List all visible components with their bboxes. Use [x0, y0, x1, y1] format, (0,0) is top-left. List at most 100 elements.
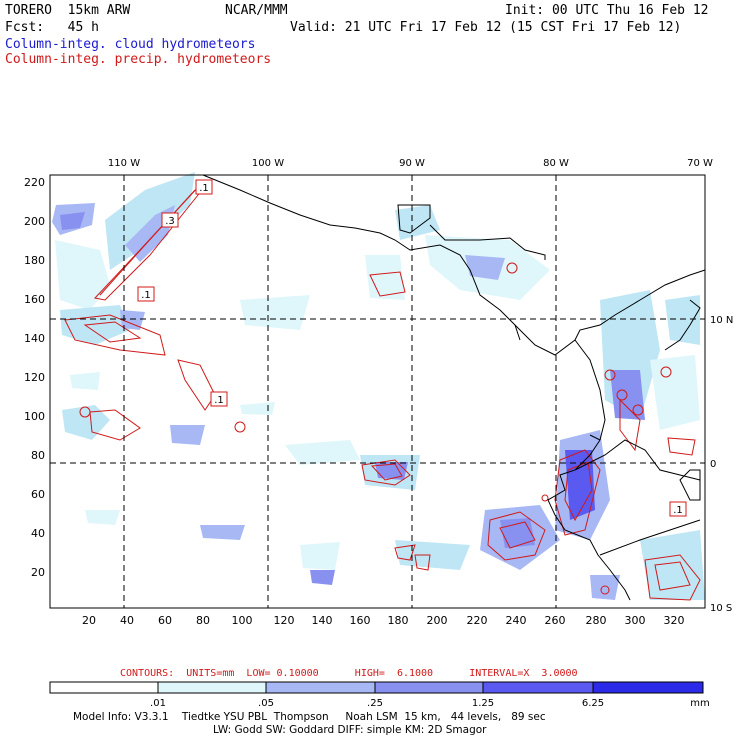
x-tick: 220: [467, 614, 488, 627]
x-tick: 80: [196, 614, 210, 627]
cloud-patch: [500, 518, 535, 548]
lon-label: 100 W: [252, 158, 284, 169]
y-tick: 20: [31, 566, 45, 579]
x-tick: 200: [427, 614, 448, 627]
precip-contour: [619, 398, 641, 452]
cloud-patch: [365, 255, 405, 300]
coastline: [429, 224, 546, 260]
y-tick: 180: [24, 254, 45, 267]
precip-contour: [414, 554, 431, 571]
colorbar-bin: [265, 681, 376, 694]
x-tick: 120: [274, 614, 295, 627]
y-tick: 200: [24, 215, 45, 228]
graticule: [50, 175, 705, 608]
precip-cell: [632, 404, 644, 416]
cloud-patch: [375, 462, 408, 480]
x-tick: 320: [664, 614, 685, 627]
contour-label: .1: [141, 290, 151, 301]
precip-contour: [654, 561, 691, 591]
precip-contour: [644, 554, 701, 601]
contour-label-box: [137, 286, 155, 302]
contour-label: .3: [165, 216, 175, 227]
x-tick: 160: [350, 614, 371, 627]
lon-label: 90 W: [399, 158, 425, 169]
coastline: [397, 204, 431, 234]
cloud-patch: [70, 372, 100, 390]
colorbar-label: .01: [150, 698, 166, 709]
contour-label-box: [161, 212, 179, 228]
model-info-line2: LW: Godd SW: Goddard DIFF: simple KM: 2D…: [213, 724, 487, 736]
precip-cell: [79, 406, 91, 418]
y-tick: 60: [31, 488, 45, 501]
precip-contour: [499, 521, 536, 549]
precip-cell: [541, 494, 549, 502]
lat-labels: 10 N 0 10 S: [710, 315, 733, 614]
field-cloud-label: Column-integ. cloud hydrometeors: [5, 37, 256, 52]
precip-contour: [370, 463, 403, 481]
precip-contour: [99, 189, 196, 296]
y-tick: 160: [24, 293, 45, 306]
contour-label: .1: [214, 395, 224, 406]
cloud-patch: [60, 212, 85, 230]
colorbar-unit: mm: [690, 698, 709, 709]
cloud-patch: [665, 295, 700, 345]
x-tick: 60: [158, 614, 172, 627]
y-tick: 220: [24, 176, 45, 189]
cloud-patch: [240, 295, 310, 330]
precip-contour: [361, 459, 411, 486]
precip-contour: [667, 437, 696, 456]
y-tick: 100: [24, 410, 45, 423]
cloud-patch: [310, 570, 335, 585]
colorbar-label: .25: [367, 698, 383, 709]
coastline: [547, 434, 631, 601]
cloud-patch: [650, 355, 700, 430]
precip-cell: [506, 262, 518, 274]
y-tick: 40: [31, 527, 45, 540]
coastline: [574, 339, 606, 441]
y-tick: 80: [31, 449, 45, 462]
map-frame: [49, 174, 706, 609]
x-tick: 240: [506, 614, 527, 627]
colorbar-label: 1.25: [472, 698, 494, 709]
cloud-patch: [200, 525, 245, 540]
precip-contour: [369, 271, 406, 297]
coastline: [599, 519, 701, 556]
init-time: Init: 00 UTC Thu 16 Feb 12: [505, 3, 709, 18]
cloud-patch: [240, 402, 275, 415]
cloud-patch: [395, 540, 470, 570]
x-tick: 100: [232, 614, 253, 627]
lon-label: 110 W: [108, 158, 140, 169]
precip-cell: [660, 366, 672, 378]
model-info-line1: Model Info: V3.3.1 Tiedtke YSU PBL Thomp…: [73, 711, 546, 723]
colorbar-label: 6.25: [582, 698, 604, 709]
cloud-patch: [565, 450, 595, 520]
contour-label-box: [195, 179, 213, 195]
coastline: [664, 299, 701, 351]
precip-contour: [177, 359, 216, 411]
x-tick: 40: [120, 614, 134, 627]
cloud-patch: [395, 205, 440, 240]
precip-contour: [487, 511, 546, 561]
precip-cell: [600, 585, 610, 595]
precip-contours: [64, 179, 701, 601]
x-tick: 260: [545, 614, 566, 627]
lat-label: 0: [710, 459, 716, 470]
coastline: [514, 324, 521, 341]
forecast-hour: Fcst: 45 h: [5, 20, 99, 35]
cloud-patch: [85, 510, 120, 525]
precip-cell: [616, 389, 628, 401]
contour-info: CONTOURS: UNITS=mm LOW= 0.10000 HIGH= 6.…: [120, 668, 578, 679]
coastline: [202, 174, 706, 356]
contour-label: .1: [199, 183, 209, 194]
y-tick: 120: [24, 371, 45, 384]
coastline: [679, 469, 701, 501]
colorbar-bin: [482, 681, 594, 694]
cloud-patch: [60, 305, 130, 345]
lon-label: 80 W: [543, 158, 569, 169]
coastlines: [202, 174, 706, 601]
colorbar-bin: [49, 681, 159, 694]
precip-contour: [89, 409, 141, 441]
cloud-patch: [590, 575, 620, 600]
precip-cell: [234, 421, 246, 433]
